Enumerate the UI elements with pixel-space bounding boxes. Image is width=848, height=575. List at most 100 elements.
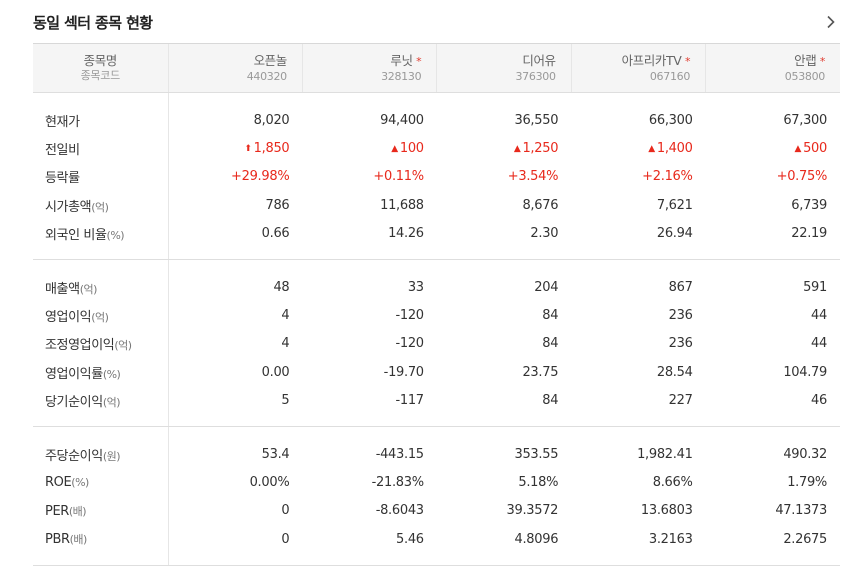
company-header[interactable]: 아프리카TV * 067160 <box>570 43 706 93</box>
value-cell: 66,300 <box>571 107 705 135</box>
value-cell: 2.2675 <box>706 525 840 553</box>
value-cell: -19.70 <box>302 358 436 386</box>
metric-label: 주당순이익 <box>45 448 103 464</box>
spacer-cell <box>33 414 169 427</box>
metric-label: 등락률 <box>45 171 80 187</box>
spacer-cell <box>33 553 169 566</box>
value-text: 2.2675 <box>783 531 827 547</box>
value-text: 4 <box>281 308 290 324</box>
value-cell: 867 <box>571 273 705 301</box>
spacer-cell <box>168 426 302 440</box>
value-text: 500 <box>803 141 827 157</box>
triangle-up-icon: ⬆ <box>244 144 252 155</box>
table-header-row: 종목명 종목코드 오픈놀 440320 루닛 * 328130 디어유 376300 아… <box>33 43 840 93</box>
value-cell: +0.11% <box>302 163 436 191</box>
metric-unit: (배) <box>69 533 88 547</box>
value-text: +29.98% <box>231 169 290 185</box>
value-text: 33 <box>407 280 424 296</box>
table-row: PBR(배) 0 5.46 4.8096 3.2163 2.2675 <box>33 524 840 554</box>
company-header[interactable]: 오픈놀 440320 <box>167 43 303 93</box>
company-name: 오픈놀 <box>253 52 288 68</box>
table-row: ROE(%) 0.00% -21.83% 5.18% 8.66% 1.79% <box>33 468 840 497</box>
spacer-cell <box>33 247 169 260</box>
value-text: 67,300 <box>783 113 827 129</box>
value-text: 47.1373 <box>775 503 827 519</box>
triangle-up-icon: ▲ <box>794 144 802 155</box>
value-cell: 2.30 <box>437 219 571 247</box>
value-text: +2.16% <box>642 169 693 185</box>
table-row: 전일비 ⬆ 1,850 ▲ 100 ▲ 1,250 ▲ 1,400 ▲ 500 <box>33 134 840 163</box>
spacer-cell <box>302 553 437 566</box>
company-name-link[interactable]: 루닛 * <box>303 53 421 70</box>
spacer-cell <box>705 247 840 260</box>
value-text: 84 <box>542 308 559 324</box>
company-name-link[interactable]: 오픈놀 <box>169 52 288 70</box>
chevron-right-icon[interactable] <box>826 15 838 29</box>
row-label: 외국인 비율(%) <box>33 219 169 248</box>
company-header[interactable]: 안랩 * 053800 <box>705 43 840 93</box>
row-label: 주당순이익(원) <box>33 440 169 469</box>
value-cell: 0.00 <box>168 358 302 386</box>
value-text: 8,676 <box>522 197 559 213</box>
value-text: 236 <box>668 336 693 352</box>
metric-label: 조정영업이익 <box>45 338 115 354</box>
value-cell: 1.79% <box>706 469 840 497</box>
value-text: 13.6803 <box>640 503 693 519</box>
value-text: 23.75 <box>522 364 559 380</box>
value-text: -120 <box>395 336 424 352</box>
value-text: 48 <box>273 280 290 296</box>
row-label: 등락률 <box>33 162 169 192</box>
table-row: 당기순이익(억) 5 -117 84 227 46 <box>33 386 840 415</box>
value-cell: 44 <box>706 302 840 330</box>
row-label: 조정영업이익(억) <box>33 329 169 358</box>
value-cell: 46 <box>706 386 840 414</box>
metric-label: 영업이익률 <box>45 366 103 382</box>
value-text: 7,621 <box>656 197 693 213</box>
value-cell: 104.79 <box>706 358 840 386</box>
value-cell: 786 <box>168 191 302 219</box>
table-row: 등락률 +29.98% +0.11% +3.54% +2.16% +0.75% <box>33 162 840 192</box>
value-cell: 67,300 <box>706 107 840 135</box>
value-text: 36,550 <box>514 113 559 129</box>
value-cell: +29.98% <box>168 163 302 191</box>
table-row: 영업이익률(%) 0.00 -19.70 23.75 28.54 104.79 <box>33 358 840 387</box>
spacer-cell <box>302 414 437 427</box>
company-code: 328130 <box>381 69 422 83</box>
triangle-up-icon: ▲ <box>513 144 521 155</box>
value-cell: 44 <box>706 330 840 358</box>
value-cell: 11,688 <box>302 191 436 219</box>
value-cell: -8.6043 <box>302 497 436 525</box>
value-cell: 33 <box>302 273 436 301</box>
spacer-cell <box>168 247 303 260</box>
value-text: 0.00% <box>249 475 290 491</box>
metric-label: 시가총액 <box>45 199 92 215</box>
value-cell: 353.55 <box>437 440 571 468</box>
company-name-link[interactable]: 아프리카TV * <box>572 52 691 70</box>
value-text: +3.54% <box>507 169 559 185</box>
value-cell: 53.4 <box>168 440 302 468</box>
spacer-cell <box>168 414 303 427</box>
table-body: 현재가 8,020 94,400 36,550 66,300 67,300 전일비 ⬆ 1,85… <box>33 92 840 566</box>
value-text: 100 <box>399 141 424 157</box>
value-cell: 236 <box>571 330 705 358</box>
value-text: 2.30 <box>530 225 559 241</box>
value-cell: 84 <box>437 302 571 330</box>
star-marker: * <box>684 54 691 68</box>
value-cell: 8,676 <box>437 191 571 219</box>
value-text: 867 <box>668 280 693 296</box>
value-text: -21.83% <box>371 475 424 491</box>
sector-header: 동일 섹터 종목 현황 <box>33 0 840 43</box>
spacer-cell <box>302 93 436 107</box>
company-name-link[interactable]: 디어유 <box>437 53 556 70</box>
company-name: 아프리카TV <box>621 52 682 68</box>
value-text: 353.55 <box>514 446 559 462</box>
spacer-cell <box>302 247 437 260</box>
value-text: +0.11% <box>373 169 424 185</box>
company-header[interactable]: 루닛 * 328130 <box>301 43 437 93</box>
company-header[interactable]: 디어유 376300 <box>436 43 572 93</box>
metric-unit: (배) <box>68 504 87 518</box>
value-text: 591 <box>803 280 827 296</box>
value-cell: 13.6803 <box>571 497 705 525</box>
value-text: 28.54 <box>656 364 693 380</box>
company-name-link[interactable]: 안랩 * <box>706 53 825 70</box>
